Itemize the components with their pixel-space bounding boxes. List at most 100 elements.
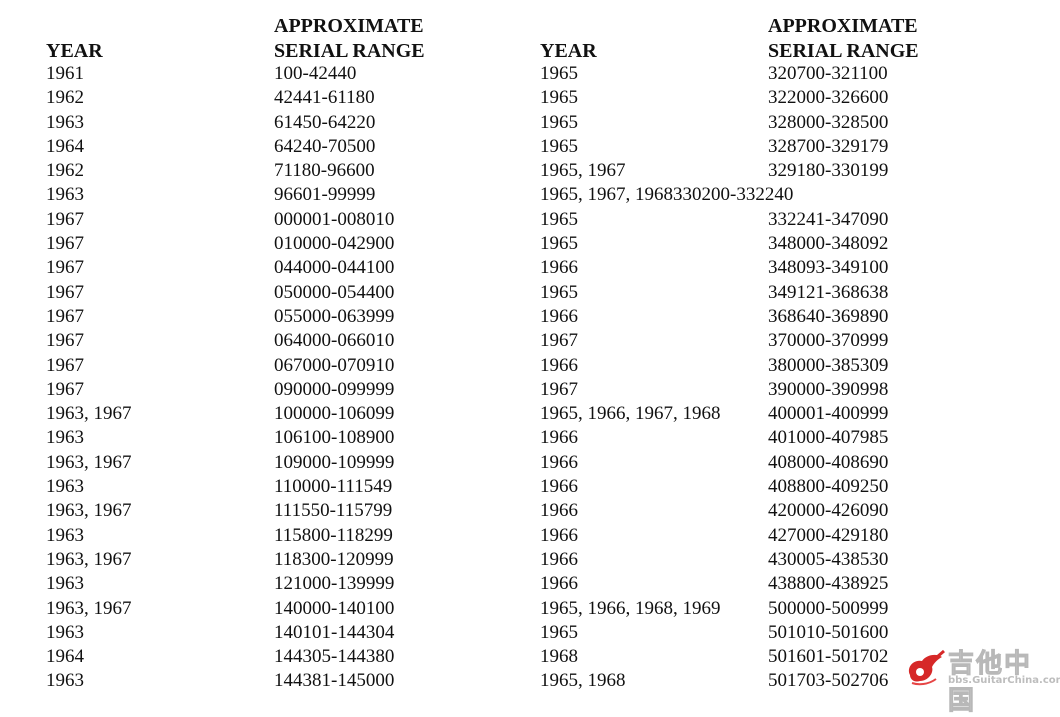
table-row: 1966 420000-426090 [540,499,888,523]
serial-range-cell: 42441-61180 [274,87,375,109]
serial-range-cell: 100-42440 [274,63,357,84]
serial-range-cell: 055000-063999 [274,305,395,327]
year-cell: 1967 [540,378,578,400]
year-cell: 1966 [540,500,578,522]
serial-range-cell: 115800-118299 [274,524,393,546]
serial-range-cell: 067000-070910 [274,354,395,376]
year-cell: 1965 [540,621,578,643]
year-cell: 1966 [540,573,578,595]
watermark-name: 吉他中国 [948,649,1033,717]
year-cell: 1963, 1967 [46,500,132,522]
serial-range-cell: 71180-96600 [274,160,375,182]
serial-range-cell: 330200-332240 [673,184,794,206]
serial-range-cell: 121000-139999 [274,573,395,595]
serial-range-cell: 408000-408690 [768,451,889,473]
year-cell: 1964 [46,135,84,157]
serial-range-cell: 109000-109999 [274,451,395,473]
table-row: 1965 349121-368638 [540,281,888,305]
serial-header-line1: APPROXIMATE [768,15,918,37]
year-cell: 1963 [46,184,84,206]
year-cell: 1965 [540,281,578,303]
year-cell: 1967 [46,208,84,230]
year-cell: 1965 [540,208,578,230]
year-cell: 1963 [46,111,84,133]
serial-range-cell: 328000-328500 [768,111,889,133]
serial-range-cell: 144381-145000 [274,670,395,692]
serial-range-cell: 044000-044100 [274,257,395,279]
serial-range-cell: 61450-64220 [274,111,376,133]
serial-range-cell: 427000-429180 [768,524,889,546]
serial-range-cell: 332241-347090 [768,208,889,230]
serial-header-line2: SERIAL RANGE [274,39,425,62]
year-cell: 1963, 1967 [46,403,132,425]
table-row: 1965, 1968 501703-502706 [540,669,888,693]
year-header: YEAR [46,39,103,62]
guitar-logo-icon [908,649,945,686]
serial-range-cell: 106100-108900 [274,427,395,449]
table-row: 1966 401000-407985 [540,426,888,450]
serial-range-cell: 501703-502706 [768,670,889,692]
serial-range-cell: 100000-106099 [274,403,395,425]
serial-range-cell: 144305-144380 [274,646,395,668]
serial-range-cell: 010000-042900 [274,233,395,255]
year-cell: 1966 [540,427,578,449]
year-cell: 1967 [540,330,578,352]
year-cell: 1966 [540,257,578,279]
serial-range-cell: 329180-330199 [768,160,889,182]
serial-range-cell: 408800-409250 [768,476,889,498]
table-row: 1966 380000-385309 [540,354,888,378]
year-cell: 1965, 1967 [540,160,626,182]
year-cell: 1965 [540,135,578,157]
year-cell: 1963 [46,573,84,595]
table-row: 1968 501601-501702 [540,645,888,669]
table-row: 1967 390000-390998 [540,378,888,402]
serial-range-cell: 370000-370999 [768,330,889,352]
serial-range-cell: 090000-099999 [274,378,395,400]
serial-range-cell: 501010-501600 [768,621,889,643]
year-cell: 1965, 1966, 1968, 1969 [540,597,721,619]
table-row: 1967 370000-370999 [540,329,888,353]
table-row: 1966 368640-369890 [540,305,888,329]
table-row: 1965, 1967 329180-330199 [540,159,888,183]
year-cell: 1966 [540,476,578,498]
serial-range-cell: 438800-438925 [768,573,889,595]
year-cell: 1967 [46,281,84,303]
serial-header-line2: SERIAL RANGE [768,39,919,62]
table-row: 1965, 1966, 1967, 1968 400001-400999 [540,402,888,426]
year-cell: 1961 [46,63,84,84]
year-cell: 1967 [46,257,84,279]
serial-range-cell: 430005-438530 [768,548,889,570]
serial-range-cell: 110000-111549 [274,476,393,498]
serial-range-cell: 050000-054400 [274,281,395,303]
year-cell: 1967 [46,354,84,376]
serial-range-header: APPROXIMATE SERIAL RANGE [274,14,425,63]
serial-range-cell: 96601-99999 [274,184,376,206]
table-row: 1965 328000-328500 [540,111,888,135]
table-row: 1965 501010-501600 [540,621,888,645]
year-cell: 1963, 1967 [46,597,132,619]
table-row: 1966 430005-438530 [540,548,888,572]
serial-range-cell: 64240-70500 [274,135,376,157]
year-cell: 1962 [46,87,84,109]
table-row: 1966 348093-349100 [540,256,888,280]
year-cell: 1962 [46,160,84,182]
year-cell: 1963 [46,621,84,643]
year-cell: 1965, 1966, 1967, 1968 [540,403,721,425]
table-row: 1966 438800-438925 [540,572,888,596]
watermark-url: bbs.GuitarChina.com [948,675,1060,686]
year-cell: 1963 [46,427,84,449]
serial-range-cell: 501601-501702 [768,646,889,668]
year-header: YEAR [540,39,597,62]
serial-header-line1: APPROXIMATE [274,15,424,37]
serial-range-cell: 320700-321100 [768,63,888,84]
year-cell: 1963 [46,524,84,546]
year-cell: 1967 [46,305,84,327]
table-row: 1965 322000-326600 [540,86,888,110]
serial-range-cell: 140101-144304 [274,621,395,643]
year-cell: 1965 [540,111,578,133]
year-cell: 1966 [540,451,578,473]
table-row: 1965 328700-329179 [540,135,888,159]
serial-range-cell: 380000-385309 [768,354,889,376]
year-cell: 1963 [46,476,84,498]
year-cell: 1966 [540,305,578,327]
